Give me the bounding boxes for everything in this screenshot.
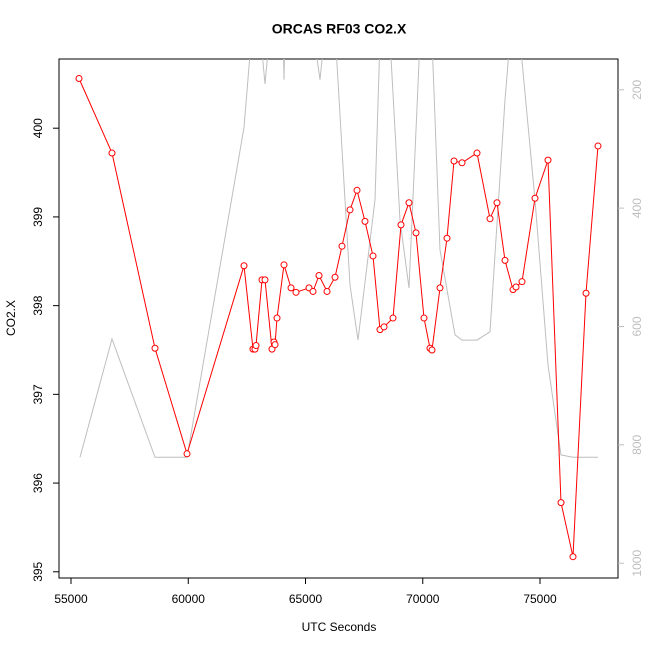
y-tick-label: 398 — [31, 295, 45, 315]
data-point — [486, 215, 494, 223]
data-point — [473, 149, 481, 157]
data-point — [557, 499, 565, 507]
y2-tick-label: 400 — [630, 198, 644, 218]
y2-tick-label: 200 — [630, 79, 644, 99]
y2-tick-label: 800 — [630, 435, 644, 455]
x-tick-label: 60000 — [172, 592, 206, 606]
data-point — [331, 273, 339, 281]
data-point — [338, 242, 346, 250]
data-point — [287, 284, 295, 292]
data-point — [271, 341, 279, 349]
y-tick-label: 400 — [31, 118, 45, 138]
data-point — [389, 314, 397, 322]
data-point — [493, 199, 501, 207]
y-tick-label: 395 — [31, 561, 45, 581]
data-line — [79, 59, 598, 458]
data-point — [369, 252, 377, 260]
chart-title: ORCAS RF03 CO2.X — [272, 21, 407, 37]
data-point — [380, 323, 388, 331]
data-point — [458, 159, 466, 167]
data-point — [544, 156, 552, 164]
data-point — [531, 194, 539, 202]
data-point — [309, 287, 317, 295]
data-point — [252, 342, 260, 350]
data-point — [292, 288, 300, 296]
x-tick-label: 70000 — [406, 592, 440, 606]
data-point — [450, 157, 458, 165]
y-tick-label: 397 — [31, 384, 45, 404]
data-point — [75, 75, 83, 83]
data-point — [361, 217, 369, 225]
data-point — [273, 314, 281, 322]
data-point — [151, 344, 159, 352]
y-tick-label: 399 — [31, 207, 45, 227]
data-point — [315, 271, 323, 279]
data-point — [512, 283, 520, 291]
x-tick-label: 75000 — [523, 592, 557, 606]
data-line — [78, 78, 599, 557]
data-point — [569, 553, 577, 561]
data-point — [261, 276, 269, 284]
data-point — [353, 186, 361, 194]
data-point — [240, 262, 248, 270]
data-point — [397, 221, 405, 229]
y2-tick-label: 600 — [630, 316, 644, 336]
data-point — [518, 278, 526, 286]
data-point — [443, 234, 451, 242]
data-point — [412, 229, 420, 237]
data-point — [436, 284, 444, 292]
data-point — [280, 261, 288, 269]
x-tick-label: 55000 — [54, 592, 88, 606]
data-point — [582, 289, 590, 297]
data-point — [346, 206, 354, 214]
data-point — [183, 450, 191, 458]
data-point — [108, 149, 116, 157]
y2-tick-label: 1000 — [630, 550, 644, 577]
data-point — [405, 199, 413, 207]
x-tick-label: 65000 — [289, 592, 323, 606]
data-point — [428, 346, 436, 354]
data-point — [501, 256, 509, 264]
data-point — [323, 287, 331, 295]
x-axis-label: UTC Seconds — [302, 620, 377, 634]
plot-area — [75, 59, 602, 561]
data-point — [594, 142, 602, 150]
y-tick-label: 396 — [31, 473, 45, 493]
data-point — [420, 314, 428, 322]
y-axis-label: CO2.X — [4, 300, 18, 336]
plot-frame — [58, 58, 619, 579]
